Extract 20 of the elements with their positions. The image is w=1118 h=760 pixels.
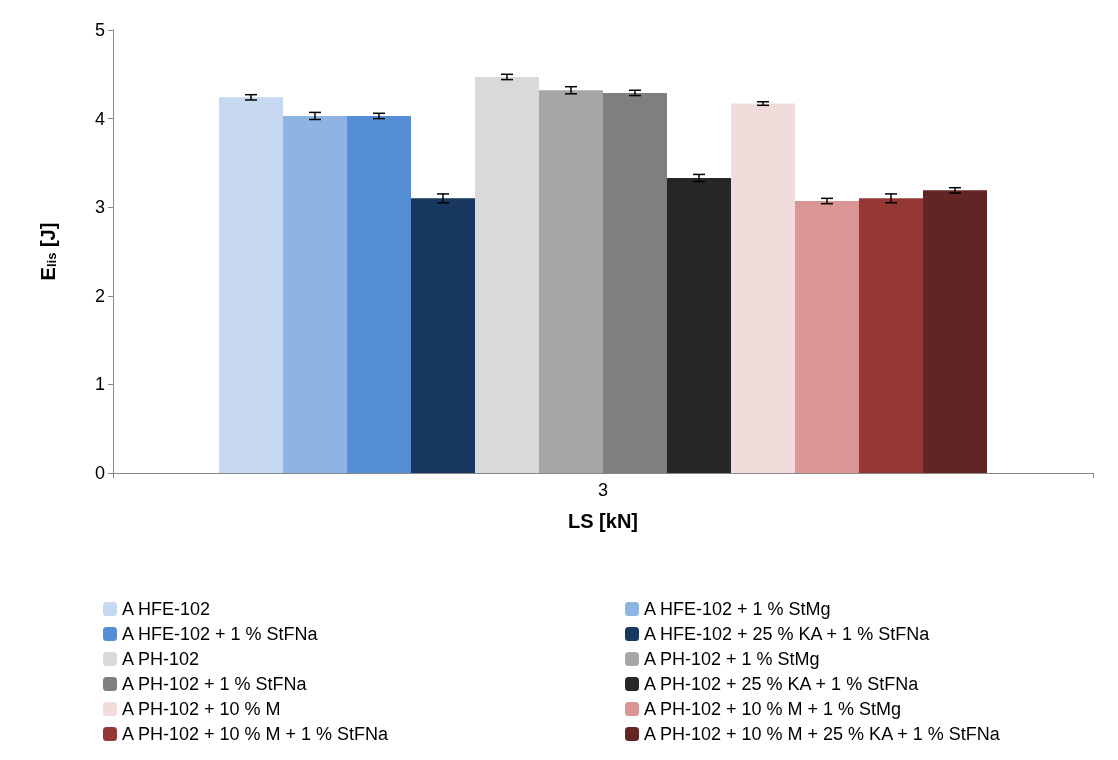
legend-label: A HFE-102 + 25 % KA + 1 % StFNa	[644, 624, 931, 644]
y-tick-label: 2	[94, 285, 105, 306]
y-axis-title: Elis [J]	[36, 222, 59, 281]
x-axis-title: LS [kN]	[568, 510, 638, 532]
legend-label: A PH-102 + 1 % StMg	[644, 649, 820, 669]
legend-label: A HFE-102	[122, 599, 211, 619]
legend-label: A PH-102 + 10 % M	[122, 699, 281, 719]
legend-label: A PH-102 + 1 % StFNa	[122, 674, 308, 694]
legend-label: A PH-102 + 25 % KA + 1 % StFNa	[644, 674, 920, 694]
y-tick-label: 4	[94, 108, 105, 129]
legend-label: A PH-102 + 10 % M + 1 % StFNa	[122, 724, 390, 744]
y-tick-label: 1	[94, 374, 105, 395]
legend-label: A PH-102 + 10 % M + 1 % StMg	[644, 699, 902, 719]
legend-label: A PH-102	[122, 649, 200, 669]
y-tick-label: 0	[94, 463, 105, 483]
y-tick-label: 3	[94, 197, 105, 218]
legend-label: A PH-102 + 10 % M + 25 % KA + 1 % StFNa	[644, 724, 1001, 744]
y-tick-label: 5	[94, 20, 105, 40]
legend-label: A HFE-102 + 1 % StFNa	[122, 624, 319, 644]
legend-label: A HFE-102 + 1 % StMg	[644, 599, 831, 619]
